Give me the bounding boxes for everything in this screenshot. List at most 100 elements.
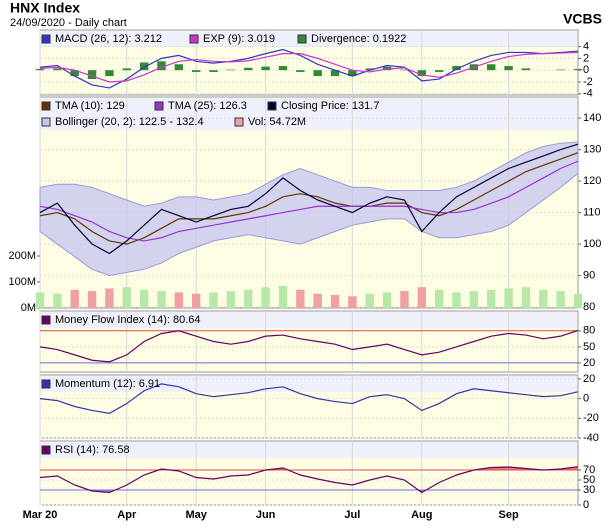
- y2-tick-label: 200M: [8, 250, 36, 262]
- legend-swatch: [41, 34, 51, 44]
- bar: [400, 291, 409, 308]
- legend-label: EXP (9): 3.019: [203, 33, 275, 45]
- y-tick-label: 50: [583, 474, 595, 486]
- series-line: [39, 466, 579, 494]
- y2-tick-label: 100M: [8, 276, 36, 288]
- y-tick-label: 20: [583, 357, 595, 369]
- y2-tick-label: 0M: [21, 302, 36, 314]
- legend-swatch: [189, 34, 199, 44]
- y-tick-label: 80: [583, 325, 595, 337]
- y-tick-label: -40: [583, 432, 599, 444]
- bar: [105, 70, 114, 77]
- x-tick-label: Aug: [411, 509, 432, 521]
- bar: [348, 70, 357, 77]
- bar: [539, 289, 548, 308]
- bar: [452, 292, 461, 308]
- series-line: [39, 383, 579, 415]
- legend-label: MACD (26, 12): 3.212: [55, 33, 162, 45]
- bar: [296, 70, 305, 72]
- legend-label: Closing Price: 131.7: [281, 100, 379, 112]
- bar: [174, 292, 184, 308]
- bar: [452, 66, 461, 71]
- bar: [504, 288, 513, 308]
- legend-swatch: [41, 101, 51, 111]
- bar: [556, 291, 565, 308]
- legend-background: [41, 376, 577, 392]
- legend-swatch: [41, 117, 51, 127]
- bar: [70, 289, 79, 308]
- legend-label: Divergence: 0.1922: [311, 33, 406, 45]
- y-tick-label: 80: [583, 301, 595, 313]
- bar: [209, 70, 218, 72]
- x-tick-label: Jun: [256, 509, 276, 521]
- y-tick-label: 2: [583, 52, 589, 64]
- bar: [139, 289, 149, 308]
- x-tick-label: Sep: [498, 509, 518, 521]
- bar: [261, 66, 270, 71]
- y-tick-label: 20: [583, 373, 595, 385]
- bar: [330, 294, 340, 308]
- bar: [487, 289, 496, 308]
- y-tick-label: 100: [583, 238, 601, 250]
- bar: [53, 293, 62, 308]
- bar: [330, 70, 340, 77]
- bar: [226, 69, 236, 71]
- bar: [191, 70, 201, 72]
- y-tick-label: -20: [583, 412, 599, 424]
- series-line: [39, 329, 579, 363]
- y-tick-label: 110: [583, 206, 601, 218]
- level-fill: [40, 466, 578, 470]
- legend-background: [41, 442, 577, 458]
- legend-background: [41, 98, 577, 130]
- bar: [122, 287, 131, 308]
- legend-label: RSI (14): 76.58: [55, 444, 130, 456]
- x-tick-label: Apr: [117, 509, 137, 521]
- bar: [226, 291, 236, 308]
- y-tick-label: 0: [583, 64, 589, 76]
- bar: [139, 62, 149, 71]
- legend-swatch: [297, 34, 307, 44]
- chart-title: HNX Index: [10, 0, 80, 16]
- bar: [382, 292, 392, 308]
- y-tick-label: 0: [583, 393, 589, 405]
- bar: [53, 68, 62, 71]
- y-tick-label: 0: [583, 499, 589, 511]
- y-tick-label: -2: [583, 76, 593, 88]
- legend-background: [41, 312, 577, 328]
- x-tick-label: Mar 20: [23, 509, 58, 521]
- bar: [278, 66, 288, 71]
- bar: [35, 69, 45, 71]
- level-fill: [40, 490, 578, 493]
- bar: [87, 70, 97, 80]
- bar: [191, 293, 201, 308]
- bar: [434, 289, 444, 308]
- legend-label: Bollinger (20, 2): 122.5 - 132.4: [55, 116, 204, 128]
- y-tick-label: -4: [583, 88, 593, 100]
- legend-swatch: [267, 101, 277, 111]
- bar: [70, 70, 79, 77]
- bar: [278, 285, 288, 308]
- legend-swatch: [154, 101, 164, 111]
- legend-swatch: [41, 445, 51, 455]
- bar: [157, 61, 166, 71]
- y-tick-label: 140: [583, 112, 601, 124]
- y-tick-label: 90: [583, 269, 595, 281]
- bar: [122, 68, 131, 71]
- bar: [261, 287, 270, 308]
- y-tick-label: 70: [583, 464, 595, 476]
- y-tick-label: 4: [583, 40, 589, 52]
- chart-subtitle: 24/09/2020 - Daily chart: [10, 17, 127, 29]
- bar: [174, 64, 184, 71]
- series-line: [39, 48, 579, 89]
- bar: [87, 291, 97, 308]
- legend-background: [41, 31, 577, 47]
- series-line: [39, 51, 579, 83]
- bar: [209, 292, 218, 308]
- bar: [521, 287, 531, 308]
- bar: [573, 69, 583, 71]
- legend-label: TMA (10): 129: [55, 100, 125, 112]
- y-tick-label: 30: [583, 484, 595, 496]
- bar: [365, 68, 374, 71]
- bar: [244, 289, 253, 308]
- legend-label: Vol: 54.72M: [248, 116, 306, 128]
